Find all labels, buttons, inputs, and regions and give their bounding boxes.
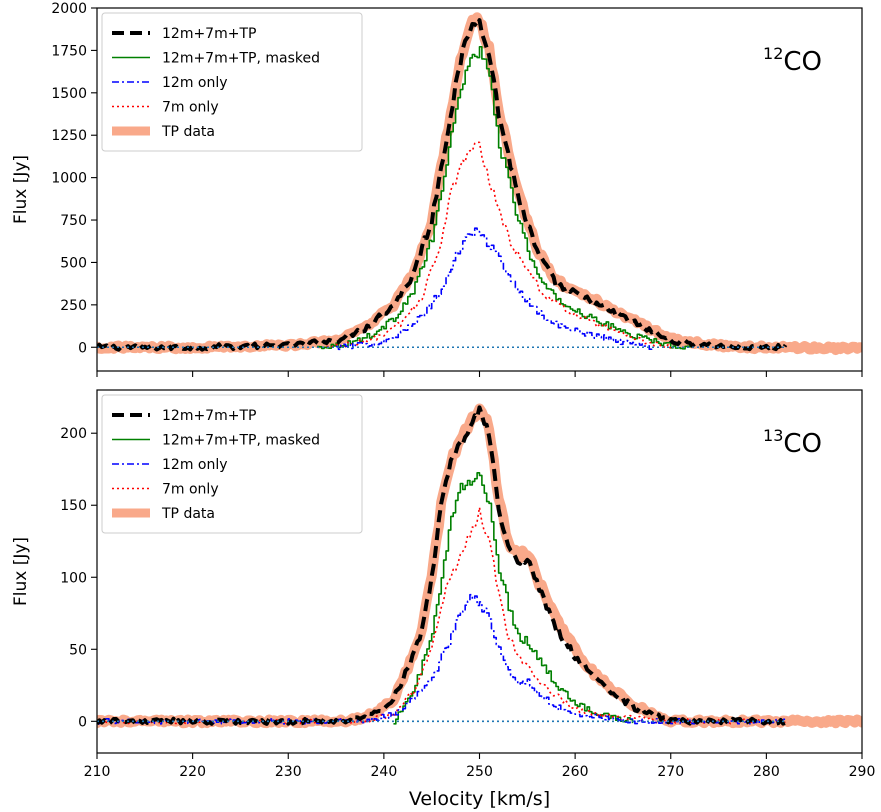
series-line-12m-only (336, 227, 653, 351)
x-tick-label: 210 (84, 764, 111, 780)
y-tick-label: 0 (78, 714, 87, 730)
y-tick-label: 150 (60, 498, 87, 514)
legend-entry: 12m only (162, 75, 228, 91)
x-tick-label: 230 (275, 764, 302, 780)
chart-panel-1: 0 250 500 750 1000 1250 1500 1750 2000 Flux [Jy] 1… (11, 1, 863, 377)
legend-entry: 7m only (162, 482, 219, 498)
y-tick-label: 1250 (51, 128, 87, 144)
legend-entry: TP data (161, 124, 215, 140)
x-tick-label: 270 (657, 764, 684, 780)
legend-entry: 12m only (162, 457, 228, 473)
panel-label-species: CO (783, 47, 822, 77)
x-tick-label: 260 (562, 764, 589, 780)
y-tick-label: 250 (60, 298, 87, 314)
legend-entry: 12m+7m+TP, masked (162, 51, 320, 67)
x-tick-label: 220 (179, 764, 206, 780)
y-tick-label: 1500 (51, 86, 87, 102)
legend-entry: TP data (161, 506, 215, 522)
chart-panel-2: 0 50 100 150 200 210 220 230 240 250 260 270 280 290 F… (11, 389, 876, 810)
legend: 12m+7m+TP 12m+7m+TP, masked 12m only 7m onl… (101, 394, 363, 534)
panel-label-mass: 12 (763, 44, 783, 63)
legend-entry: 12m+7m+TP, masked (162, 433, 320, 449)
y-tick-label: 750 (60, 213, 87, 229)
y-tick-label: 100 (60, 570, 87, 586)
legend-box (101, 394, 363, 534)
series-line-12m-7m-tp (97, 405, 787, 726)
series-line-12m-only (97, 593, 787, 725)
panel-label-mass: 13 (763, 426, 783, 445)
x-axis-label: Velocity [km/s] (409, 788, 550, 810)
plot-area (97, 12, 862, 356)
series-line-12m-7m-tp-masked (316, 45, 691, 350)
y-tick-label: 0 (78, 340, 87, 356)
legend-entry: 7m only (162, 100, 219, 116)
y-axis-label: Flux [Jy] (11, 155, 31, 224)
plot-area (97, 403, 862, 729)
x-tick-label: 240 (371, 764, 398, 780)
panel-label: 12CO (763, 44, 822, 77)
y-tick-label: 500 (60, 255, 87, 271)
panel-label: 13CO (763, 426, 822, 459)
panel-label-species: CO (783, 429, 822, 459)
y-tick-label: 200 (60, 426, 87, 442)
x-tick-label: 290 (849, 764, 876, 780)
series-line-12m-7m-tp-masked (393, 472, 634, 725)
y-tick-label: 1000 (51, 171, 87, 187)
x-tick-label: 250 (466, 764, 493, 780)
y-tick-label: 2000 (51, 1, 87, 17)
legend: 12m+7m+TP 12m+7m+TP, masked 12m only 7m onl… (101, 12, 363, 152)
legend-box (101, 12, 363, 152)
y-tick-label: 1750 (51, 43, 87, 59)
legend-entry: 12m+7m+TP (162, 408, 256, 424)
series-line-7m-only (326, 141, 672, 350)
series-line-12m-7m-tp (97, 18, 788, 352)
y-axis-label: Flux [Jy] (11, 537, 31, 606)
x-tick-label: 280 (753, 764, 780, 780)
y-tick-label: 50 (69, 642, 87, 658)
legend-entry: 12m+7m+TP (162, 26, 256, 42)
